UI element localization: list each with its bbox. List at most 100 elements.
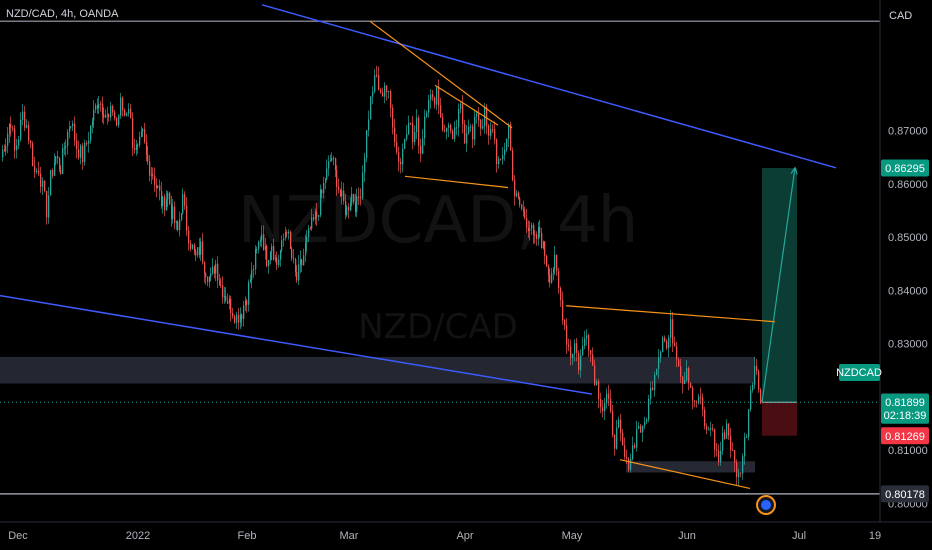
- upper-channel-line[interactable]: [261, 4, 837, 169]
- candle: [476, 111, 478, 124]
- candle: [438, 79, 440, 115]
- candle-body: [702, 397, 704, 410]
- candle-body: [275, 257, 277, 260]
- candle: [628, 457, 630, 473]
- y-tick-label: 0.84000: [888, 285, 928, 297]
- candle: [323, 176, 325, 199]
- candle: [374, 68, 376, 94]
- candle: [570, 339, 572, 366]
- candle-body: [210, 273, 212, 277]
- candle: [512, 147, 514, 182]
- candle-body: [562, 300, 564, 320]
- candle-body: [640, 425, 642, 433]
- candle-body: [350, 203, 352, 211]
- candle: [720, 441, 722, 466]
- candle: [192, 243, 194, 250]
- candle-body: [666, 340, 668, 349]
- candle-body: [107, 114, 109, 116]
- candle-body: [544, 241, 546, 256]
- range-bottom-line[interactable]: [619, 459, 751, 490]
- candle: [82, 142, 84, 170]
- candle-body: [416, 117, 418, 133]
- candle: [326, 159, 328, 181]
- candle-body: [744, 437, 746, 457]
- candle-body: [360, 196, 362, 198]
- candle-body: [310, 228, 312, 230]
- candle-body: [408, 122, 410, 134]
- y-tick-label: 0.86000: [888, 179, 928, 191]
- time-axis[interactable]: Dec 2022 Feb Mar Apr May Jun Jul 19: [8, 530, 881, 542]
- candle: [682, 375, 684, 394]
- position-loss-zone[interactable]: [762, 402, 797, 436]
- candle-body: [720, 450, 722, 463]
- candle-body: [590, 350, 592, 355]
- candle: [105, 109, 107, 119]
- wedge-inner-line[interactable]: [434, 84, 499, 126]
- trendlines-layer[interactable]: [0, 4, 837, 490]
- candle-body: [197, 247, 199, 256]
- candle-body: [236, 314, 238, 323]
- range-top-line[interactable]: [565, 305, 776, 323]
- candle: [614, 433, 616, 456]
- candle: [562, 291, 564, 325]
- candle: [566, 318, 568, 354]
- candle: [88, 131, 90, 153]
- candle: [295, 257, 297, 277]
- candle-body: [472, 126, 474, 140]
- candle-body: [156, 184, 158, 188]
- candle-body: [42, 180, 44, 187]
- candle-body: [250, 279, 252, 283]
- candle: [402, 143, 404, 173]
- candle-body: [326, 168, 328, 180]
- candle: [243, 300, 245, 327]
- candle-body: [246, 300, 248, 305]
- candle: [253, 264, 255, 278]
- candle-body: [232, 313, 234, 317]
- candle-body: [174, 206, 176, 223]
- candle: [394, 118, 396, 148]
- price-badge-label: 0.86295: [885, 163, 925, 175]
- candle: [70, 126, 72, 129]
- projection-arrow[interactable]: [761, 167, 796, 403]
- candle: [380, 87, 382, 94]
- wedge-upper-line[interactable]: [369, 20, 513, 129]
- candle-body: [382, 92, 384, 97]
- candle-body: [614, 434, 616, 449]
- candle-body: [227, 300, 229, 304]
- candle: [275, 254, 277, 263]
- candle-body: [124, 110, 126, 116]
- candle: [250, 274, 252, 284]
- candle-body: [44, 180, 46, 191]
- candle: [300, 250, 302, 274]
- candle: [345, 193, 347, 220]
- event-marker-icon[interactable]: [756, 495, 776, 515]
- candle: [490, 121, 492, 140]
- candle: [67, 128, 69, 155]
- candle: [428, 94, 430, 118]
- candle: [422, 129, 424, 155]
- candle-body: [46, 190, 48, 218]
- candle-body: [560, 288, 562, 301]
- candle: [554, 245, 556, 276]
- candle: [531, 222, 533, 235]
- candle-body: [508, 124, 510, 139]
- candle-body: [169, 192, 171, 205]
- lower-channel-line[interactable]: [0, 294, 593, 395]
- candle: [18, 135, 20, 150]
- candle-body: [266, 245, 268, 267]
- candle: [523, 200, 525, 217]
- candle-body: [40, 173, 42, 187]
- candle-body: [568, 344, 570, 347]
- candle: [744, 432, 746, 465]
- candle-body: [26, 125, 28, 128]
- wedge-lower-line[interactable]: [404, 175, 509, 189]
- candle: [656, 368, 658, 376]
- candle: [268, 259, 270, 274]
- candle: [172, 198, 174, 224]
- candle-body: [670, 319, 672, 338]
- position-layer[interactable]: [762, 168, 797, 436]
- candle-body: [126, 113, 128, 116]
- candle: [543, 240, 545, 250]
- candle: [410, 122, 412, 125]
